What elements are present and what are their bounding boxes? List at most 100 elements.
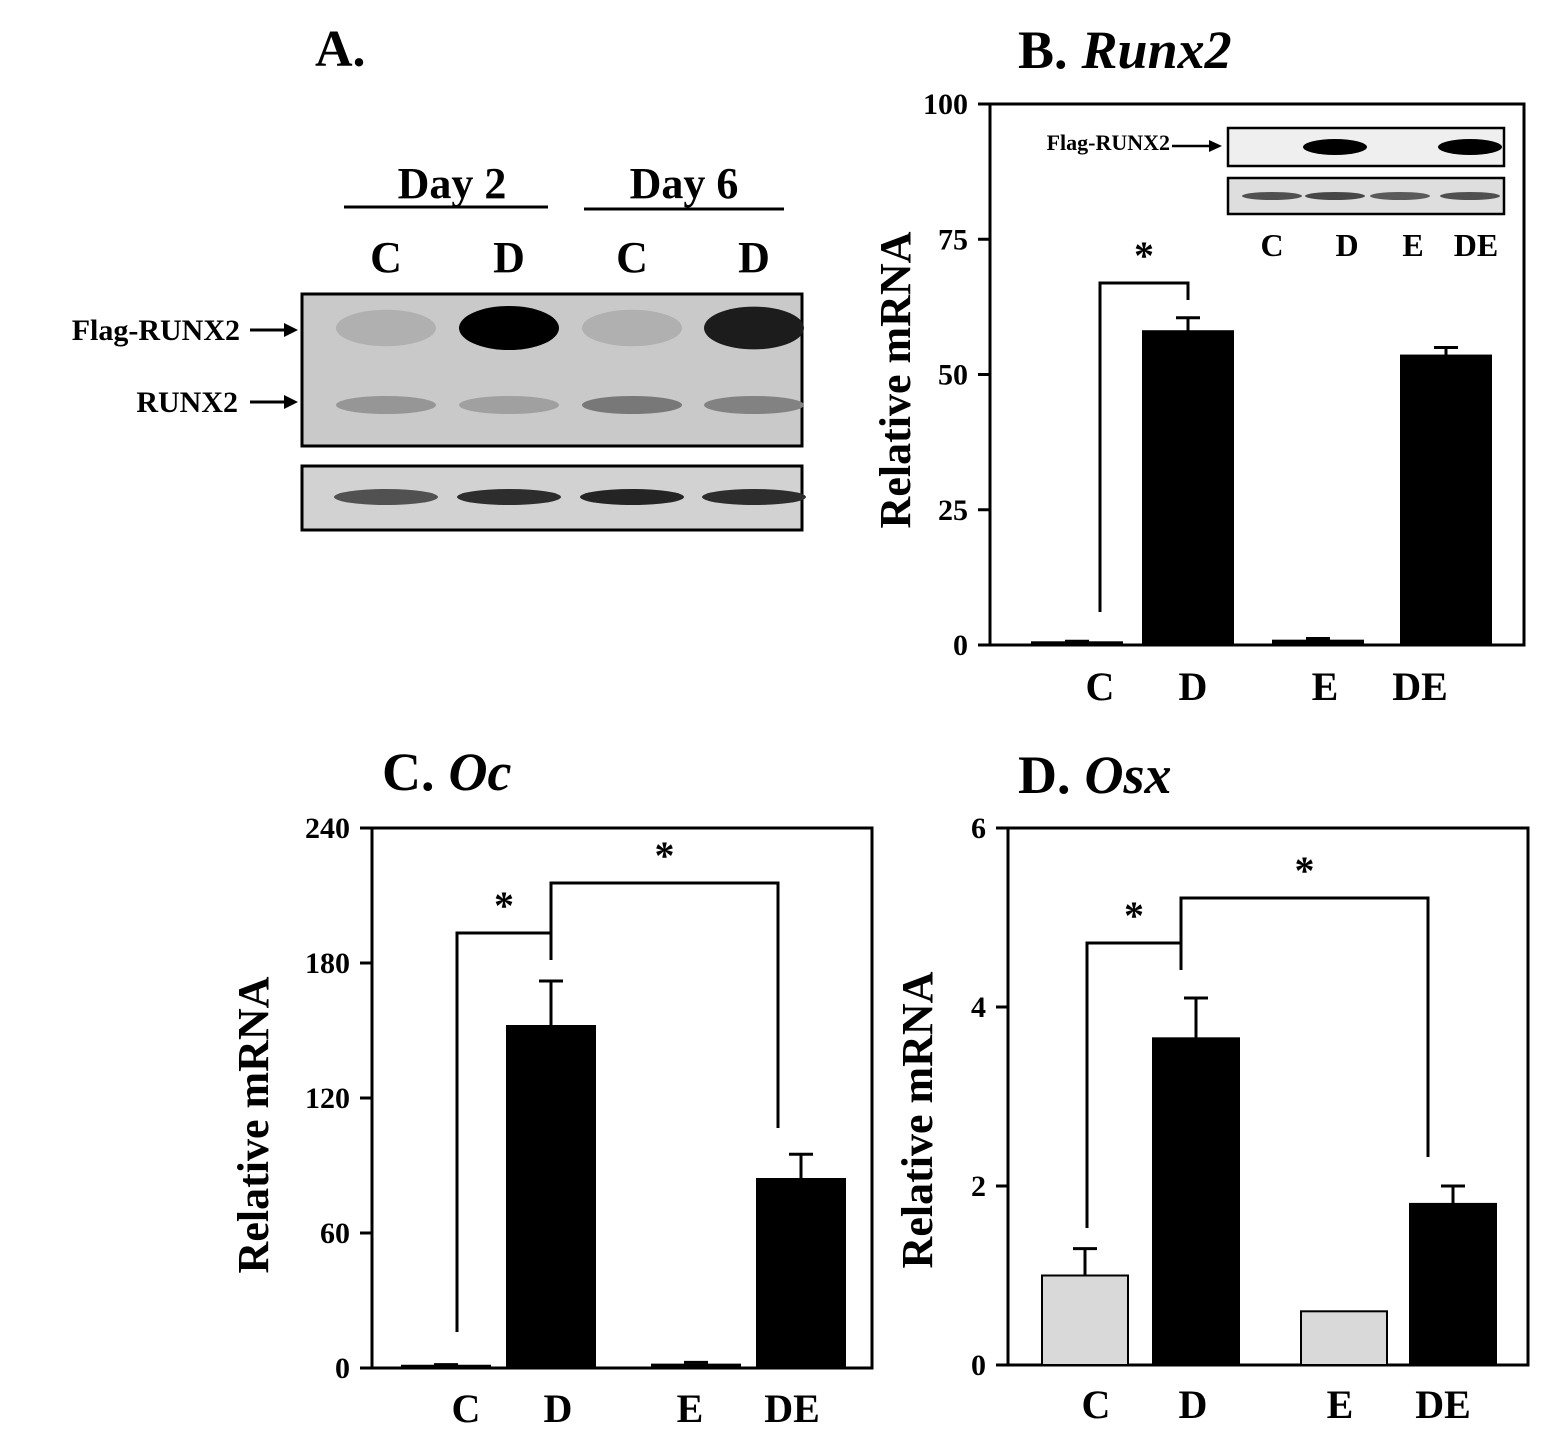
bar-e (1300, 1310, 1388, 1367)
inset-band-flag-runx2 (1303, 139, 1367, 155)
bar-e (651, 1363, 741, 1369)
inset-bands (1242, 139, 1502, 200)
bar-c (1041, 1274, 1129, 1366)
y-tick-label: 240 (305, 812, 350, 845)
band-loading (702, 489, 806, 505)
y-tick-label: 180 (305, 947, 350, 980)
blot-loading-bands (334, 489, 806, 505)
panel-b-gene: Runx2 (1081, 20, 1232, 80)
inset-band-loading (1305, 192, 1365, 200)
band-runx2 (459, 396, 559, 414)
panel-b-xlabels: C D E DE (1086, 664, 1448, 709)
panel-c-bars (401, 979, 846, 1369)
panel-b-ylabel: Relative mRNA (871, 231, 920, 528)
y-tick-label: 75 (938, 223, 968, 256)
bar-d (1152, 1037, 1240, 1366)
band-runx2 (336, 396, 436, 414)
y-tick-label: 2 (971, 1170, 986, 1203)
y-tick-label: 0 (971, 1349, 986, 1382)
significance-bracket (549, 881, 780, 1128)
x-tick-label-d: D (544, 1386, 573, 1431)
blot-upper-bands (336, 306, 804, 414)
bar-de (1400, 354, 1492, 646)
panel-c-letter: C. (382, 742, 435, 802)
band-flag-runx2 (582, 309, 682, 347)
group-label-day2: Day 2 (398, 159, 507, 208)
y-tick-label: 25 (938, 494, 968, 527)
panel-c-ylabel: Relative mRNA (229, 976, 278, 1273)
inset-lane-c: C (1260, 227, 1283, 263)
bar-d (506, 1025, 596, 1369)
x-tick-label-d: D (1179, 664, 1208, 709)
band-label-flag-runx2: Flag-RUNX2 (72, 314, 240, 347)
y-tick-label: 6 (971, 812, 986, 845)
y-tick-label: 0 (953, 629, 968, 662)
significance-star: * (1295, 848, 1315, 893)
x-tick-label-c: C (1082, 1382, 1111, 1427)
bar-d (1142, 330, 1234, 646)
arrowhead-flag-runx2-icon (284, 323, 298, 337)
y-tick-label: 120 (305, 1082, 350, 1115)
panel-d-bars (1041, 996, 1497, 1367)
inset-arrowhead-icon (1209, 140, 1222, 152)
band-loading (457, 489, 561, 505)
x-tick-label-e: E (1327, 1382, 1354, 1427)
panel-b-letter: B. (1018, 20, 1068, 80)
bar-e (1272, 639, 1364, 646)
band-loading (580, 489, 684, 505)
significance-bracket (1098, 281, 1190, 612)
panel-d-letter: D. (1018, 745, 1071, 805)
x-tick-label-c: C (1086, 664, 1115, 709)
y-tick-label: 60 (320, 1217, 350, 1250)
arrowhead-runx2-icon (284, 395, 298, 409)
significance-star: * (655, 833, 675, 878)
inset-lane-d: D (1335, 227, 1358, 263)
inset-band-loading (1440, 192, 1500, 200)
x-tick-label-de: DE (1392, 664, 1448, 709)
bar-de (1409, 1202, 1497, 1367)
panel-b-inset: Flag-RUNX2 C D E DE (1047, 126, 1506, 263)
panel-d-xlabels: C D E DE (1082, 1382, 1471, 1427)
lane-label-day6-c: C (616, 233, 648, 282)
x-tick-label-e: E (1312, 664, 1339, 709)
panel-a: A. Day 2 Day 6 C D C D Flag-RUNX2 RUNX2 (72, 21, 806, 532)
x-tick-label-d: D (1179, 1382, 1208, 1427)
y-tick-label: 50 (938, 359, 968, 392)
panel-c-significance: ** (455, 833, 780, 1332)
inset-band-loading (1242, 192, 1302, 200)
inset-band-label-flag-runx2: Flag-RUNX2 (1047, 130, 1170, 155)
lane-label-day2-d: D (493, 233, 525, 282)
group-label-day6: Day 6 (630, 159, 739, 208)
band-runx2 (582, 396, 682, 414)
panel-d-gene: Osx (1085, 745, 1172, 805)
panel-b-title: B. Runx2 (1018, 20, 1232, 80)
panel-d-yaxis: 0 2 4 6 (971, 812, 1008, 1382)
panel-b-yaxis: 0 25 50 75 100 (923, 88, 990, 662)
y-tick-label: 0 (335, 1352, 350, 1385)
inset-lane-de: DE (1454, 227, 1498, 263)
panel-b-significance: * (1098, 233, 1190, 612)
inset-band-flag-runx2 (1438, 139, 1502, 155)
x-tick-label-de: DE (1415, 1382, 1471, 1427)
x-tick-label-e: E (677, 1386, 704, 1431)
bar-de (756, 1178, 846, 1369)
y-tick-label: 100 (923, 88, 968, 121)
y-tick-label: 4 (971, 991, 986, 1024)
panel-d-plot-frame (1006, 826, 1530, 1367)
panel-b-bars (1031, 316, 1492, 646)
significance-star: * (494, 883, 514, 928)
lane-label-day2-c: C (370, 233, 402, 282)
significance-star: * (1124, 893, 1144, 938)
band-label-runx2: RUNX2 (136, 386, 238, 419)
band-flag-runx2 (459, 306, 559, 350)
panel-c-title: C. Oc (382, 742, 511, 802)
panel-c-gene: Oc (449, 742, 512, 802)
x-tick-label-c: C (452, 1386, 481, 1431)
significance-bracket (1179, 896, 1430, 1157)
inset-band-loading (1370, 192, 1430, 200)
panel-c-xlabels: C D E DE (452, 1386, 820, 1431)
